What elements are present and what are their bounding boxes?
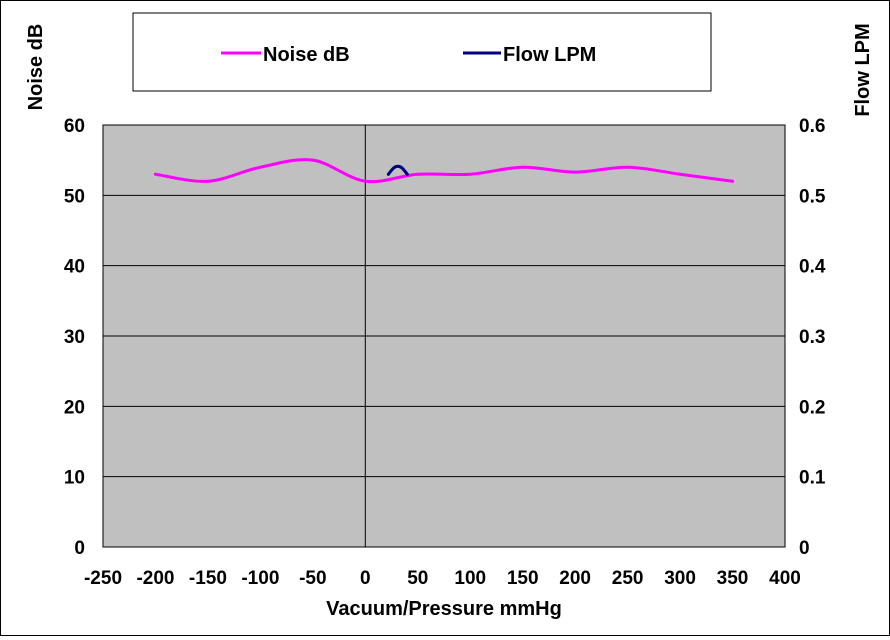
flow-lpm-point (399, 165, 403, 169)
y-left-tick-label: 60 (64, 116, 85, 137)
gridlines (103, 194, 785, 478)
x-tick-labels: -250 -200 -150 -100 -50 0 50 100 150 200 250 300 350… (84, 568, 801, 589)
noise-db-point (626, 165, 630, 169)
y-right-tick-label: 0.3 (799, 327, 825, 348)
legend-label-flow: Flow LPM (503, 44, 596, 66)
y-right-tick-label: 0.2 (799, 397, 825, 418)
noise-db-point (258, 165, 262, 169)
x-tick-label: 350 (717, 568, 749, 589)
y-right-tick-label: 0.4 (799, 257, 826, 278)
legend: Noise dB Flow LPM (132, 12, 712, 92)
y-left-tick-labels: 0 10 20 30 40 50 60 (64, 116, 85, 559)
x-axis-label: Vacuum/Pressure mmHg (326, 598, 562, 620)
x-tick-label: 250 (612, 568, 644, 589)
y-right-tick-label: 0.1 (799, 468, 826, 489)
y-left-tick-label: 10 (64, 468, 85, 489)
noise-db-point (311, 158, 315, 162)
y-left-tick-label: 50 (64, 186, 85, 207)
y-left-tick-label: 0 (74, 538, 85, 559)
y-right-tick-label: 0.6 (799, 116, 825, 137)
flow-lpm-point (386, 172, 390, 176)
y-left-axis-label: Noise dB (25, 24, 47, 111)
legend-box (132, 12, 712, 92)
noise-db-point (153, 172, 157, 176)
x-tick-label: 200 (559, 568, 591, 589)
noise-db-point (731, 179, 735, 183)
noise-db-point (468, 172, 472, 176)
x-tick-label: 150 (507, 568, 539, 589)
noise-db-point (416, 172, 420, 176)
x-tick-label: -50 (299, 568, 326, 589)
flow-lpm-point (393, 165, 397, 169)
x-tick-label: 0 (360, 568, 371, 589)
flow-lpm-point (405, 172, 409, 176)
x-tick-label: 400 (769, 568, 801, 589)
y-right-tick-labels: 0 0.1 0.2 0.3 0.4 0.5 0.6 (799, 116, 826, 559)
y-left-tick-label: 40 (64, 257, 85, 278)
noise-db-point (521, 165, 525, 169)
noise-db-point (206, 179, 210, 183)
flow-lpm-line (386, 164, 409, 176)
y-right-tick-label: 0 (799, 538, 810, 559)
x-tick-label: -150 (189, 568, 227, 589)
x-tick-label: 50 (407, 568, 428, 589)
noise-db-line (153, 158, 735, 184)
noise-db-point (363, 179, 367, 183)
series-layer (153, 158, 735, 184)
x-tick-label: -100 (241, 568, 279, 589)
y-right-tick-label: 0.5 (799, 186, 826, 207)
x-tick-label: 300 (664, 568, 696, 589)
y-left-tick-label: 30 (64, 327, 85, 348)
y-left-tick-label: 20 (64, 397, 85, 418)
noise-db-point (573, 170, 577, 174)
noise-db-point (678, 172, 682, 176)
x-tick-label: -200 (136, 568, 174, 589)
legend-label-noise: Noise dB (263, 44, 350, 66)
x-tick-label: -250 (84, 568, 122, 589)
y-right-axis-label: Flow LPM (852, 23, 874, 116)
x-tick-label: 100 (454, 568, 486, 589)
